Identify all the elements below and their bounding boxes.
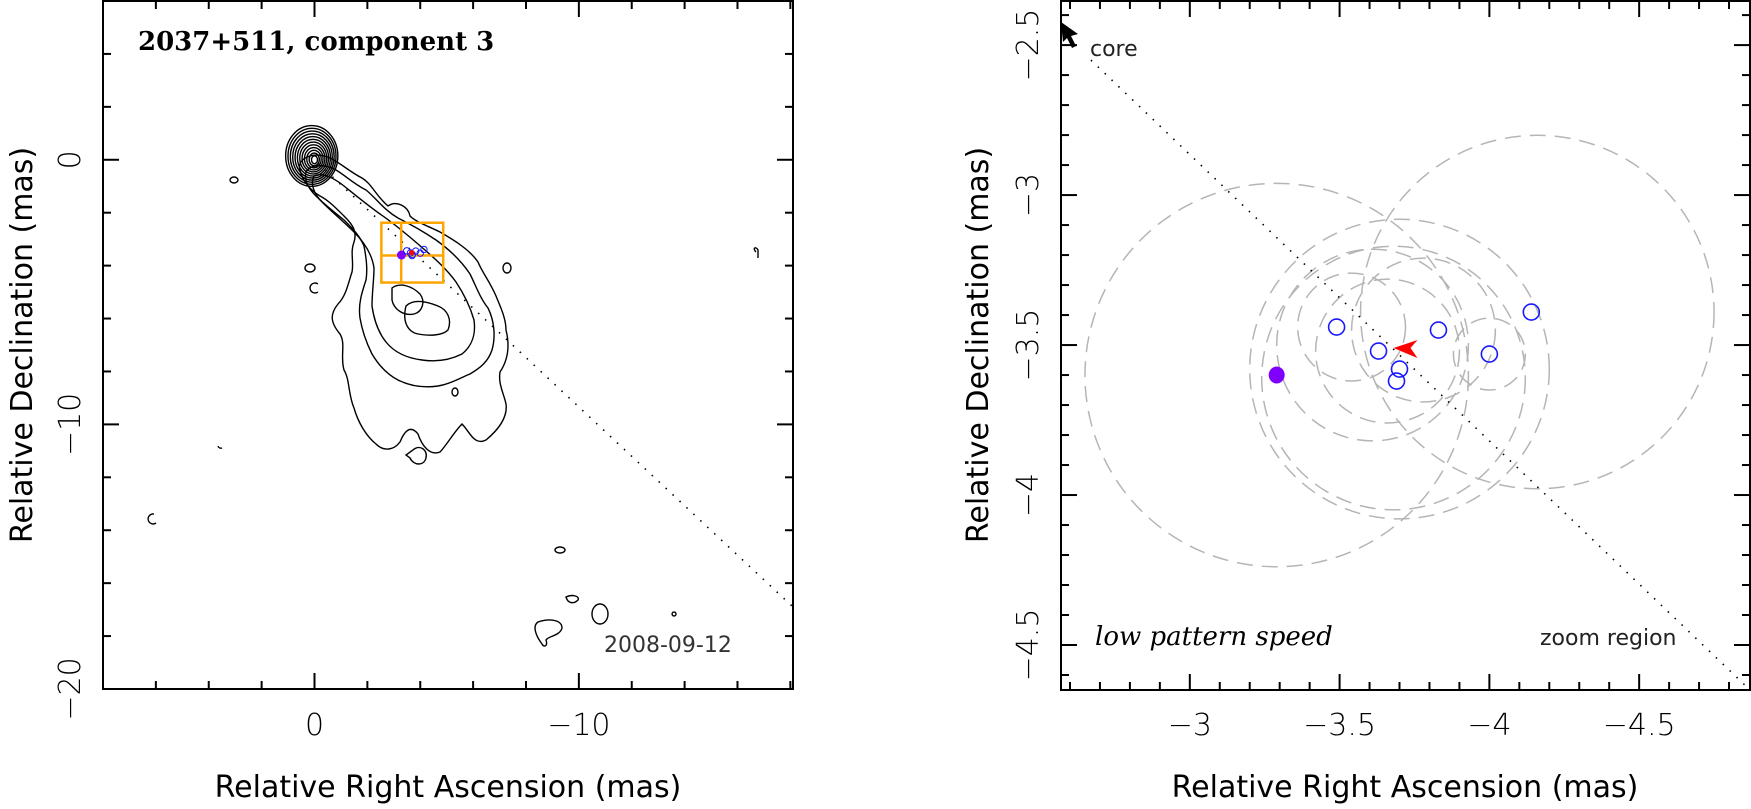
contour-blob — [671, 611, 677, 617]
contour-blob — [451, 387, 459, 397]
reference-point-marker — [396, 250, 406, 260]
component-marker — [1390, 360, 1409, 378]
reference-point-marker — [1268, 366, 1285, 384]
x-tick-label: −10 — [547, 708, 610, 743]
component-marker — [416, 249, 424, 257]
y-tick-label: −4 — [1011, 473, 1046, 517]
contour-blob — [404, 446, 427, 465]
uncertainty-circle — [1452, 317, 1527, 391]
uncertainty-circle — [1350, 257, 1497, 403]
contour-blob — [229, 176, 239, 184]
core-contour-level — [310, 155, 319, 165]
jet-contour-3 — [311, 174, 476, 362]
left-panel: 0 −10 0 −10 −20 2037+511, component 3 2008-0… — [5, 0, 794, 805]
epoch-label: 2008-09-12 — [604, 633, 732, 658]
core-direction-arrow-icon — [1061, 22, 1078, 48]
jet-contour-outer — [298, 154, 509, 454]
contour-blob — [753, 247, 759, 258]
jet-direction-line — [317, 163, 794, 608]
component-marker — [1387, 372, 1406, 390]
x-tick-label: 0 — [305, 708, 324, 743]
y-tick-label: −4.5 — [1011, 609, 1046, 682]
y-tick-label: −3.5 — [1011, 309, 1046, 382]
contour-blob — [304, 263, 316, 273]
y-tick-label: −2.5 — [1011, 9, 1046, 82]
axis-ticks-left: 0 −10 0 −10 −20 — [53, 0, 793, 743]
uncertainty-circle — [1248, 218, 1551, 520]
x-tick-label: −3 — [1168, 708, 1212, 743]
contour-blob — [147, 513, 157, 525]
uncertainty-circle — [1084, 182, 1470, 568]
contour-blob — [534, 619, 563, 647]
component-marker — [1369, 342, 1388, 360]
jet-contour-knot — [391, 284, 424, 316]
zoom-box-outline — [380, 221, 445, 284]
pattern-speed-arrow-icon — [1393, 340, 1418, 359]
component-marker — [1327, 318, 1346, 336]
contour-blob — [309, 282, 319, 294]
uncertainty-circle — [1296, 272, 1407, 382]
component-marker — [1429, 321, 1448, 339]
component-markers — [1268, 303, 1541, 390]
contour-blob — [591, 603, 609, 625]
component-marker — [1480, 345, 1499, 363]
core-contour-level — [301, 144, 326, 173]
core-contour-level — [306, 149, 322, 169]
core-label: core — [1090, 37, 1138, 62]
y-tick-label: −20 — [53, 657, 88, 720]
contour-blob — [502, 262, 512, 274]
jet-direction-line — [1090, 59, 1751, 690]
y-axis-label-left: Relative Declination (mas) — [5, 147, 40, 543]
jet-contour-inner — [404, 300, 451, 336]
component-markers — [396, 245, 428, 260]
x-axis-label-left: Relative Right Ascension (mas) — [215, 770, 682, 805]
jet-contour-2 — [304, 165, 495, 388]
zoom-region-label: zoom region — [1540, 626, 1676, 651]
core-contours — [284, 124, 339, 188]
pattern-arrow-marker — [409, 250, 415, 256]
x-tick-label: −4.5 — [1603, 708, 1676, 743]
core-contour-level — [284, 124, 339, 188]
x-tick-label: −4 — [1467, 708, 1511, 743]
uncertainty-circle — [1359, 134, 1715, 490]
uncertainty-circle — [1275, 248, 1470, 442]
axis-ticks-right: −3 −3.5 −4 −4.5 −2.5 −3 −3.5 −4 −4.5 — [1011, 1, 1750, 743]
plot-title: 2037+511, component 3 — [138, 27, 494, 57]
y-tick-label: −3 — [1011, 173, 1046, 217]
contour-blob — [554, 546, 566, 554]
y-tick-label: −10 — [53, 393, 88, 456]
right-panel: core low pattern speed zoom region −3 −3.… — [961, 0, 1751, 805]
component-marker — [1522, 303, 1541, 321]
pattern-speed-label: low pattern speed — [1095, 622, 1333, 652]
x-tick-label: −3.5 — [1303, 708, 1376, 743]
contour-map — [147, 124, 759, 647]
x-axis-label-right: Relative Right Ascension (mas) — [1172, 770, 1639, 805]
core-contour-level — [299, 141, 328, 175]
y-axis-label-right: Relative Declination (mas) — [961, 147, 996, 543]
component-marker — [420, 245, 428, 254]
plot-frame-left — [102, 0, 794, 690]
y-tick-label: 0 — [53, 150, 88, 169]
uncertainty-circles — [1084, 134, 1715, 568]
uncertainty-circle — [1260, 245, 1527, 511]
uncertainty-circle — [1314, 278, 1461, 424]
contour-blob — [565, 594, 579, 604]
contour-blob — [217, 445, 223, 449]
